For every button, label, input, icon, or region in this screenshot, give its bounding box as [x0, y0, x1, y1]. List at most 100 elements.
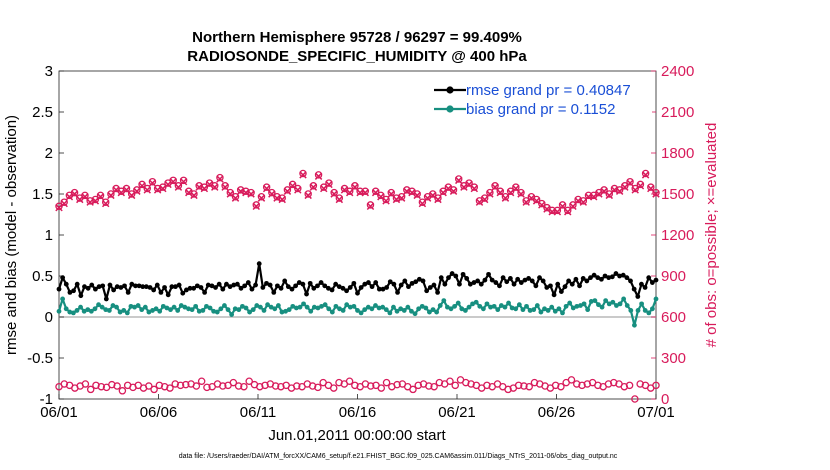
evaluated-count-point	[460, 183, 468, 191]
chart-title: Northern Hemisphere 95728 / 96297 = 99.4…	[192, 29, 522, 46]
possible-count-point	[174, 182, 183, 190]
possible-count-point	[382, 378, 391, 387]
possible-count-point	[97, 382, 106, 391]
rmse-data-point	[413, 279, 419, 285]
possible-count-point	[626, 177, 634, 186]
legend-rmse-marker	[446, 86, 454, 94]
y2-tick-label: 2400	[661, 63, 694, 80]
rmse-data-point	[271, 290, 277, 295]
y-tick-label: 0.5	[32, 268, 53, 285]
evaluated-count-point	[340, 186, 349, 194]
evaluated-count-point	[423, 194, 432, 202]
rmse-data-point	[639, 281, 644, 287]
bias-data-point	[150, 308, 155, 313]
rmse-data-point	[580, 276, 586, 281]
bias-data-point	[103, 307, 109, 313]
bias-data-point	[405, 304, 411, 310]
rmse-data-point	[577, 283, 582, 289]
bias-data-point	[178, 303, 184, 308]
possible-count-point	[229, 378, 238, 387]
bias-data-point	[362, 307, 368, 313]
bias-data-point	[92, 306, 98, 312]
bias-data-point	[333, 303, 339, 309]
bias-data-point	[88, 308, 94, 314]
rmse-data-point	[449, 271, 455, 276]
bias-data-point	[171, 304, 177, 310]
bias-data-point	[142, 304, 148, 310]
possible-count-point	[299, 169, 307, 178]
rmse-data-point	[478, 281, 484, 287]
possible-count-point	[197, 377, 206, 385]
bias-data-point	[552, 308, 558, 314]
bias-data-point	[358, 310, 364, 316]
possible-count-point	[182, 380, 190, 389]
rmse-data-point	[136, 283, 142, 289]
possible-count-point	[366, 201, 375, 209]
rmse-data-point	[588, 275, 593, 281]
evaluated-count-point	[465, 180, 473, 189]
evaluated-count-point	[127, 191, 136, 200]
rmse-data-point	[256, 261, 262, 267]
bias-data-point	[240, 303, 245, 309]
evaluated-count-point	[532, 197, 541, 205]
evaluated-count-point	[304, 191, 312, 200]
rmse-data-point	[89, 282, 95, 288]
rmse-data-point	[103, 296, 109, 302]
possible-count-point	[631, 395, 639, 403]
rmse-data-point	[60, 275, 66, 281]
possible-count-point	[283, 186, 292, 194]
rmse-data-point	[416, 276, 422, 282]
bias-data-point	[480, 306, 486, 312]
rmse-data-point	[282, 278, 288, 284]
rmse-data-point	[624, 275, 630, 281]
evaluated-count-point	[138, 182, 146, 190]
rmse-data-point	[93, 286, 98, 292]
possible-count-point	[636, 180, 645, 189]
rmse-data-point	[67, 290, 73, 295]
rmse-data-point	[384, 285, 390, 290]
evaluated-count-point	[434, 195, 442, 204]
possible-count-point	[292, 382, 301, 390]
rmse-data-point	[224, 281, 229, 287]
rmse-data-point	[464, 276, 470, 281]
bias-data-point	[412, 311, 418, 317]
rmse-data-point	[147, 285, 153, 290]
rmse-data-point	[507, 276, 513, 281]
rmse-data-point	[304, 291, 309, 297]
rmse-data-point	[231, 282, 237, 288]
bias-data-point	[430, 307, 436, 313]
rmse-data-point	[486, 271, 491, 277]
bias-data-point	[596, 302, 601, 308]
bias-data-point	[293, 305, 299, 311]
bias-data-point	[121, 308, 127, 313]
bias-data-point	[207, 305, 213, 311]
possible-count-point	[101, 198, 110, 206]
rmse-data-point	[609, 274, 615, 280]
rmse-data-point	[336, 284, 342, 290]
evaluated-count-point	[366, 202, 375, 211]
possible-count-point	[625, 381, 634, 390]
bias-data-point	[265, 302, 270, 308]
possible-count-point	[245, 377, 253, 385]
rmse-data-point	[446, 275, 451, 281]
bias-data-point	[563, 303, 569, 309]
bias-data-point	[567, 300, 573, 306]
possible-count-point	[118, 387, 127, 395]
evaluated-count-point	[626, 179, 634, 187]
bias-data-point	[549, 304, 555, 310]
possible-count-point	[81, 380, 90, 388]
y2-tick-label: 300	[661, 350, 686, 367]
rmse-bias-series	[56, 261, 659, 328]
y2-tick-label: 1200	[661, 227, 694, 244]
bias-data-point	[635, 308, 641, 313]
bias-data-point	[466, 304, 472, 310]
rmse-data-point	[457, 281, 462, 287]
bias-data-point	[315, 305, 321, 311]
evaluated-count-point	[211, 183, 219, 191]
rmse-data-point	[453, 273, 459, 279]
evaluated-count-point	[153, 186, 162, 194]
bias-data-point	[67, 309, 73, 315]
rmse-data-point	[205, 282, 211, 288]
evaluated-count-point	[538, 201, 546, 209]
